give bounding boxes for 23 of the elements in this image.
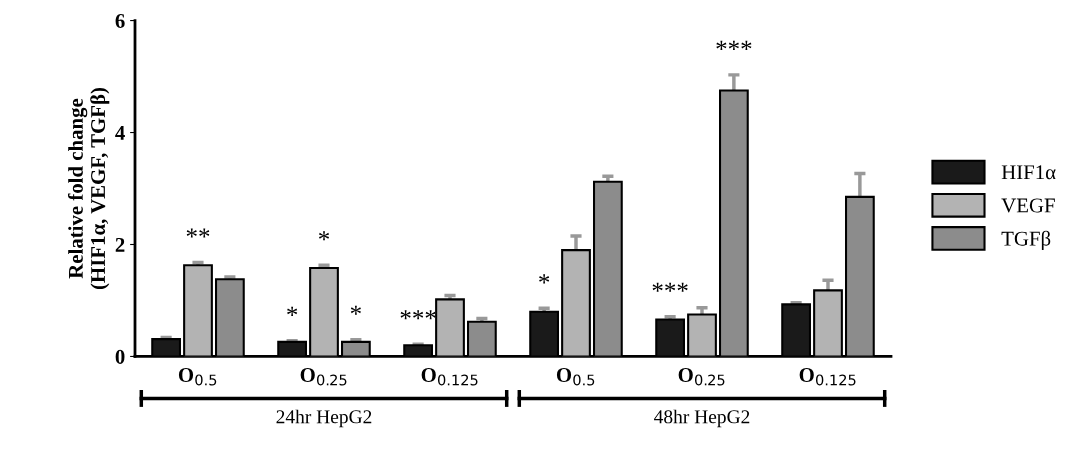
- y-tick-label: 2: [115, 237, 125, 252]
- y-axis-title: Relative fold change (HIF1α, VEGF, TGFβ): [68, 88, 110, 290]
- data-label: *: [287, 306, 298, 316]
- data-label: **: [186, 228, 210, 238]
- y-tick-label: 4: [115, 126, 125, 140]
- data-label: *: [350, 305, 361, 315]
- legend-label: HIF1α: [1001, 165, 1056, 180]
- x-tick-label: O$_{0.125}$: [421, 368, 478, 386]
- x-tick-label: O$_{0.125}$: [799, 368, 856, 386]
- text: 48hr HepG2: [654, 409, 750, 428]
- x-tick-label: O$_{0.25}$: [678, 368, 725, 386]
- data-label: *: [539, 274, 550, 284]
- x-tick-label: O$_{0.5}$: [178, 368, 217, 386]
- y-tick-label: 6: [115, 14, 125, 28]
- legend-label: TGFβ: [1001, 230, 1051, 250]
- y-tick-label: 0: [115, 349, 125, 364]
- legend-label: VEGF: [1001, 198, 1055, 213]
- data-label: ***: [652, 282, 688, 292]
- x-tick-label: O$_{0.5}$: [556, 368, 595, 386]
- x-tick-label: O$_{0.25}$: [300, 368, 347, 386]
- data-label: ***: [716, 40, 752, 51]
- data-label: *: [318, 231, 330, 241]
- text: 24hr HepG2: [276, 409, 372, 428]
